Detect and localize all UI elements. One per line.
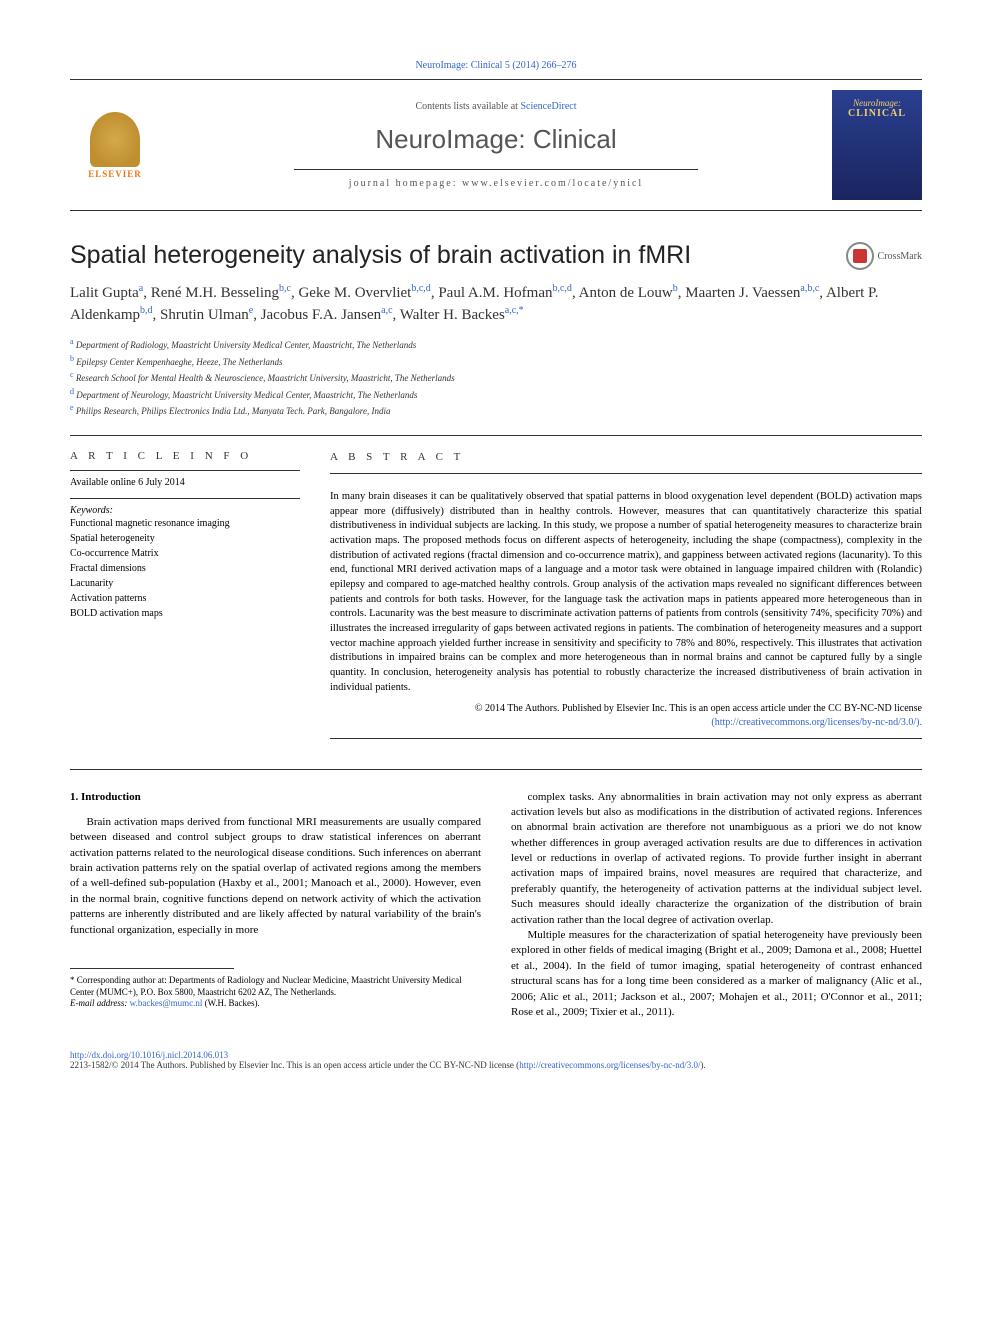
affiliation-item: b Epilepsy Center Kempenhaeghe, Heeze, T…: [70, 353, 922, 370]
divider: [70, 210, 922, 211]
journal-title: NeuroImage: Clinical: [160, 124, 832, 155]
doi-link[interactable]: http://dx.doi.org/10.1016/j.nicl.2014.06…: [70, 1050, 228, 1060]
issn-end: ).: [700, 1060, 705, 1070]
section-heading: 1. Introduction: [70, 790, 481, 805]
affiliation-item: d Department of Neurology, Maastricht Un…: [70, 386, 922, 403]
abstract-heading: a b s t r a c t: [330, 450, 922, 465]
footer-license-link[interactable]: http://creativecommons.org/licenses/by-n…: [519, 1060, 700, 1070]
issn-copyright: 2213-1582/© 2014 The Authors. Published …: [70, 1060, 519, 1070]
sciencedirect-link[interactable]: ScienceDirect: [520, 101, 576, 112]
elsevier-logo: ELSEVIER: [70, 100, 160, 190]
elsevier-tree-icon: [90, 112, 140, 167]
keyword-item: BOLD activation maps: [70, 606, 300, 621]
elsevier-label: ELSEVIER: [88, 169, 142, 179]
abstract-body: In many brain diseases it can be qualita…: [330, 490, 922, 696]
divider: [294, 169, 697, 170]
email-link[interactable]: w.backes@mumc.nl: [130, 998, 203, 1008]
journal-reference: NeuroImage: Clinical 5 (2014) 266–276: [70, 60, 922, 71]
cover-line2: CLINICAL: [848, 108, 906, 119]
article-info-heading: a r t i c l e i n f o: [70, 450, 300, 462]
footnote-separator: [70, 968, 234, 969]
article-title: Spatial heterogeneity analysis of brain …: [70, 241, 922, 270]
divider: [330, 738, 922, 739]
contents-prefix: Contents lists available at: [415, 101, 520, 112]
crossmark-badge[interactable]: CrossMark: [846, 242, 922, 270]
keyword-item: Activation patterns: [70, 591, 300, 606]
available-online: Available online 6 July 2014: [70, 470, 300, 488]
column-right: complex tasks. Any abnormalities in brai…: [511, 790, 922, 1021]
body-paragraph: complex tasks. Any abnormalities in brai…: [511, 790, 922, 929]
column-left: 1. Introduction Brain activation maps de…: [70, 790, 481, 1021]
crossmark-icon: [846, 242, 874, 270]
keyword-item: Spatial heterogeneity: [70, 531, 300, 546]
keyword-item: Functional magnetic resonance imaging: [70, 516, 300, 531]
email-footnote: E-mail address: w.backes@mumc.nl (W.H. B…: [70, 998, 481, 1010]
affiliation-item: c Research School for Mental Health & Ne…: [70, 369, 922, 386]
article-info-block: a r t i c l e i n f o Available online 6…: [70, 450, 300, 739]
affiliation-item: e Philips Research, Philips Electronics …: [70, 402, 922, 419]
copyright-line: © 2014 The Authors. Published by Elsevie…: [475, 703, 922, 714]
body-paragraph: Multiple measures for the characterizati…: [511, 928, 922, 1020]
email-label: E-mail address:: [70, 998, 130, 1008]
abstract-block: a b s t r a c t In many brain diseases i…: [330, 450, 922, 739]
keyword-item: Fractal dimensions: [70, 561, 300, 576]
keywords-heading: Keywords:: [70, 498, 300, 516]
email-suffix: (W.H. Backes).: [202, 998, 259, 1008]
contents-list: Contents lists available at ScienceDirec…: [160, 101, 832, 112]
corresponding-author-footnote: * Corresponding author at: Departments o…: [70, 975, 481, 998]
keywords-list: Functional magnetic resonance imagingSpa…: [70, 516, 300, 621]
affiliations: a Department of Radiology, Maastricht Un…: [70, 336, 922, 419]
affiliation-item: a Department of Radiology, Maastricht Un…: [70, 336, 922, 353]
body-columns: 1. Introduction Brain activation maps de…: [70, 769, 922, 1021]
journal-homepage: journal homepage: www.elsevier.com/locat…: [160, 178, 832, 189]
keyword-item: Co-occurrence Matrix: [70, 546, 300, 561]
journal-header: ELSEVIER Contents lists available at Sci…: [70, 80, 922, 210]
cover-line1: NeuroImage:: [853, 98, 901, 108]
page-footer: http://dx.doi.org/10.1016/j.nicl.2014.06…: [70, 1050, 922, 1070]
body-paragraph: Brain activation maps derived from funct…: [70, 815, 481, 938]
keyword-item: Lacunarity: [70, 576, 300, 591]
license-link[interactable]: (http://creativecommons.org/licenses/by-…: [711, 717, 922, 728]
authors-list: Lalit Guptaa, René M.H. Besselingb,c, Ge…: [70, 282, 922, 326]
crossmark-label: CrossMark: [878, 251, 922, 262]
journal-cover-thumbnail: NeuroImage: CLINICAL: [832, 90, 922, 200]
